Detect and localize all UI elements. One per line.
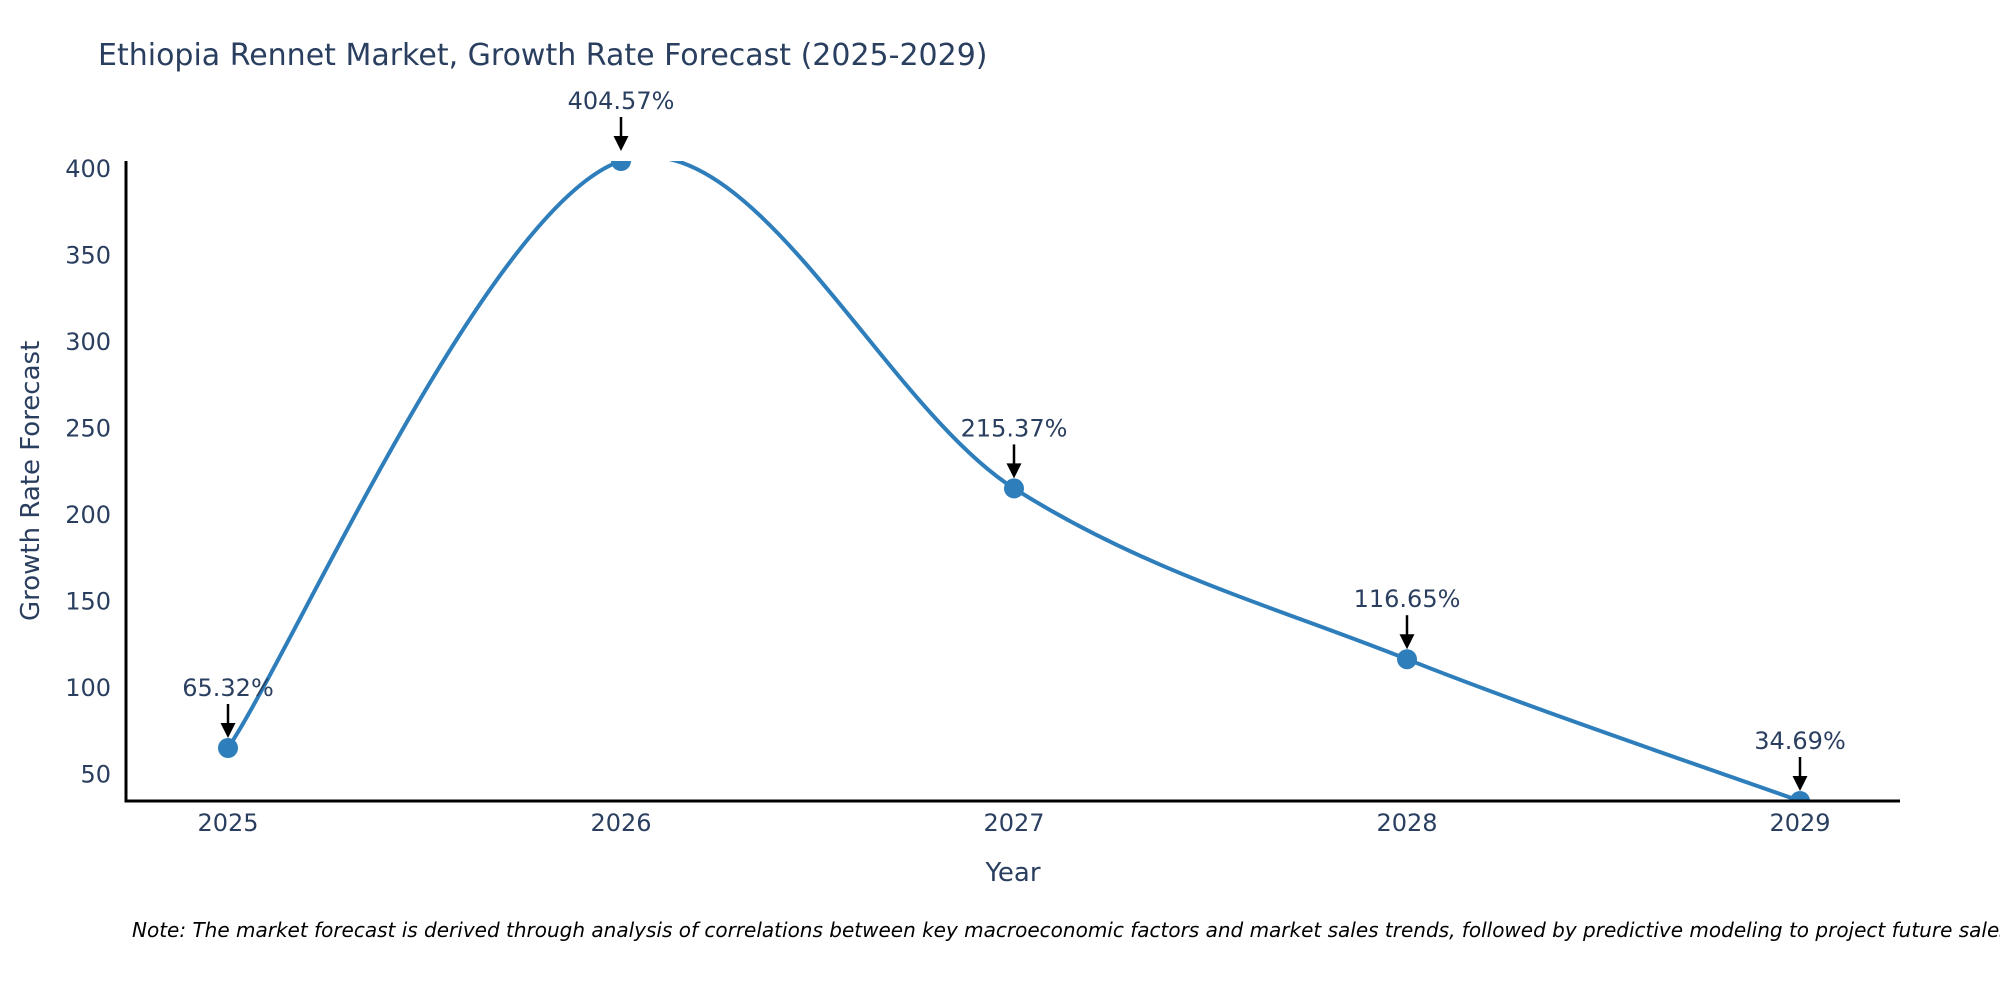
chart-title: Ethiopia Rennet Market, Growth Rate Fore… [98, 38, 988, 73]
annotation-label: 404.57% [568, 87, 675, 115]
y-tick-label: 300 [65, 328, 111, 356]
x-tick-label: 2028 [1376, 809, 1437, 837]
annotation-label: 215.37% [961, 414, 1068, 442]
annotation-label: 116.65% [1354, 585, 1461, 613]
annotation-arrowhead [613, 136, 629, 151]
footnote: Note: The market forecast is derived thr… [132, 918, 2000, 942]
annotation-arrowhead [220, 723, 236, 738]
y-axis-title: Growth Rate Forecast [16, 340, 46, 622]
y-tick-label: 50 [80, 761, 111, 789]
annotation-arrowhead [1792, 776, 1808, 791]
spline-line [226, 161, 1801, 801]
y-tick-label: 400 [65, 155, 111, 183]
annotation-label: 34.69% [1754, 727, 1846, 755]
data-point-marker [1790, 791, 1810, 801]
data-point-marker [1004, 478, 1024, 499]
x-tick-label: 2027 [983, 809, 1044, 837]
y-tick-label: 100 [65, 674, 111, 702]
x-tick-label: 2026 [590, 809, 651, 837]
y-tick-label: 350 [65, 241, 111, 269]
x-axis-title: Year [985, 858, 1041, 888]
annotation-label: 65.32% [182, 674, 274, 702]
y-tick-label: 200 [65, 501, 111, 529]
x-tick-label: 2025 [197, 809, 258, 837]
data-point-marker [218, 738, 238, 758]
annotation-arrowhead [1399, 634, 1415, 650]
y-tick-label: 150 [65, 588, 111, 616]
x-tick-label: 2029 [1769, 809, 1830, 837]
y-tick-label: 250 [65, 415, 111, 443]
data-point-marker [611, 161, 631, 171]
data-point-marker [1397, 649, 1417, 670]
annotation-arrowhead [1006, 463, 1022, 479]
